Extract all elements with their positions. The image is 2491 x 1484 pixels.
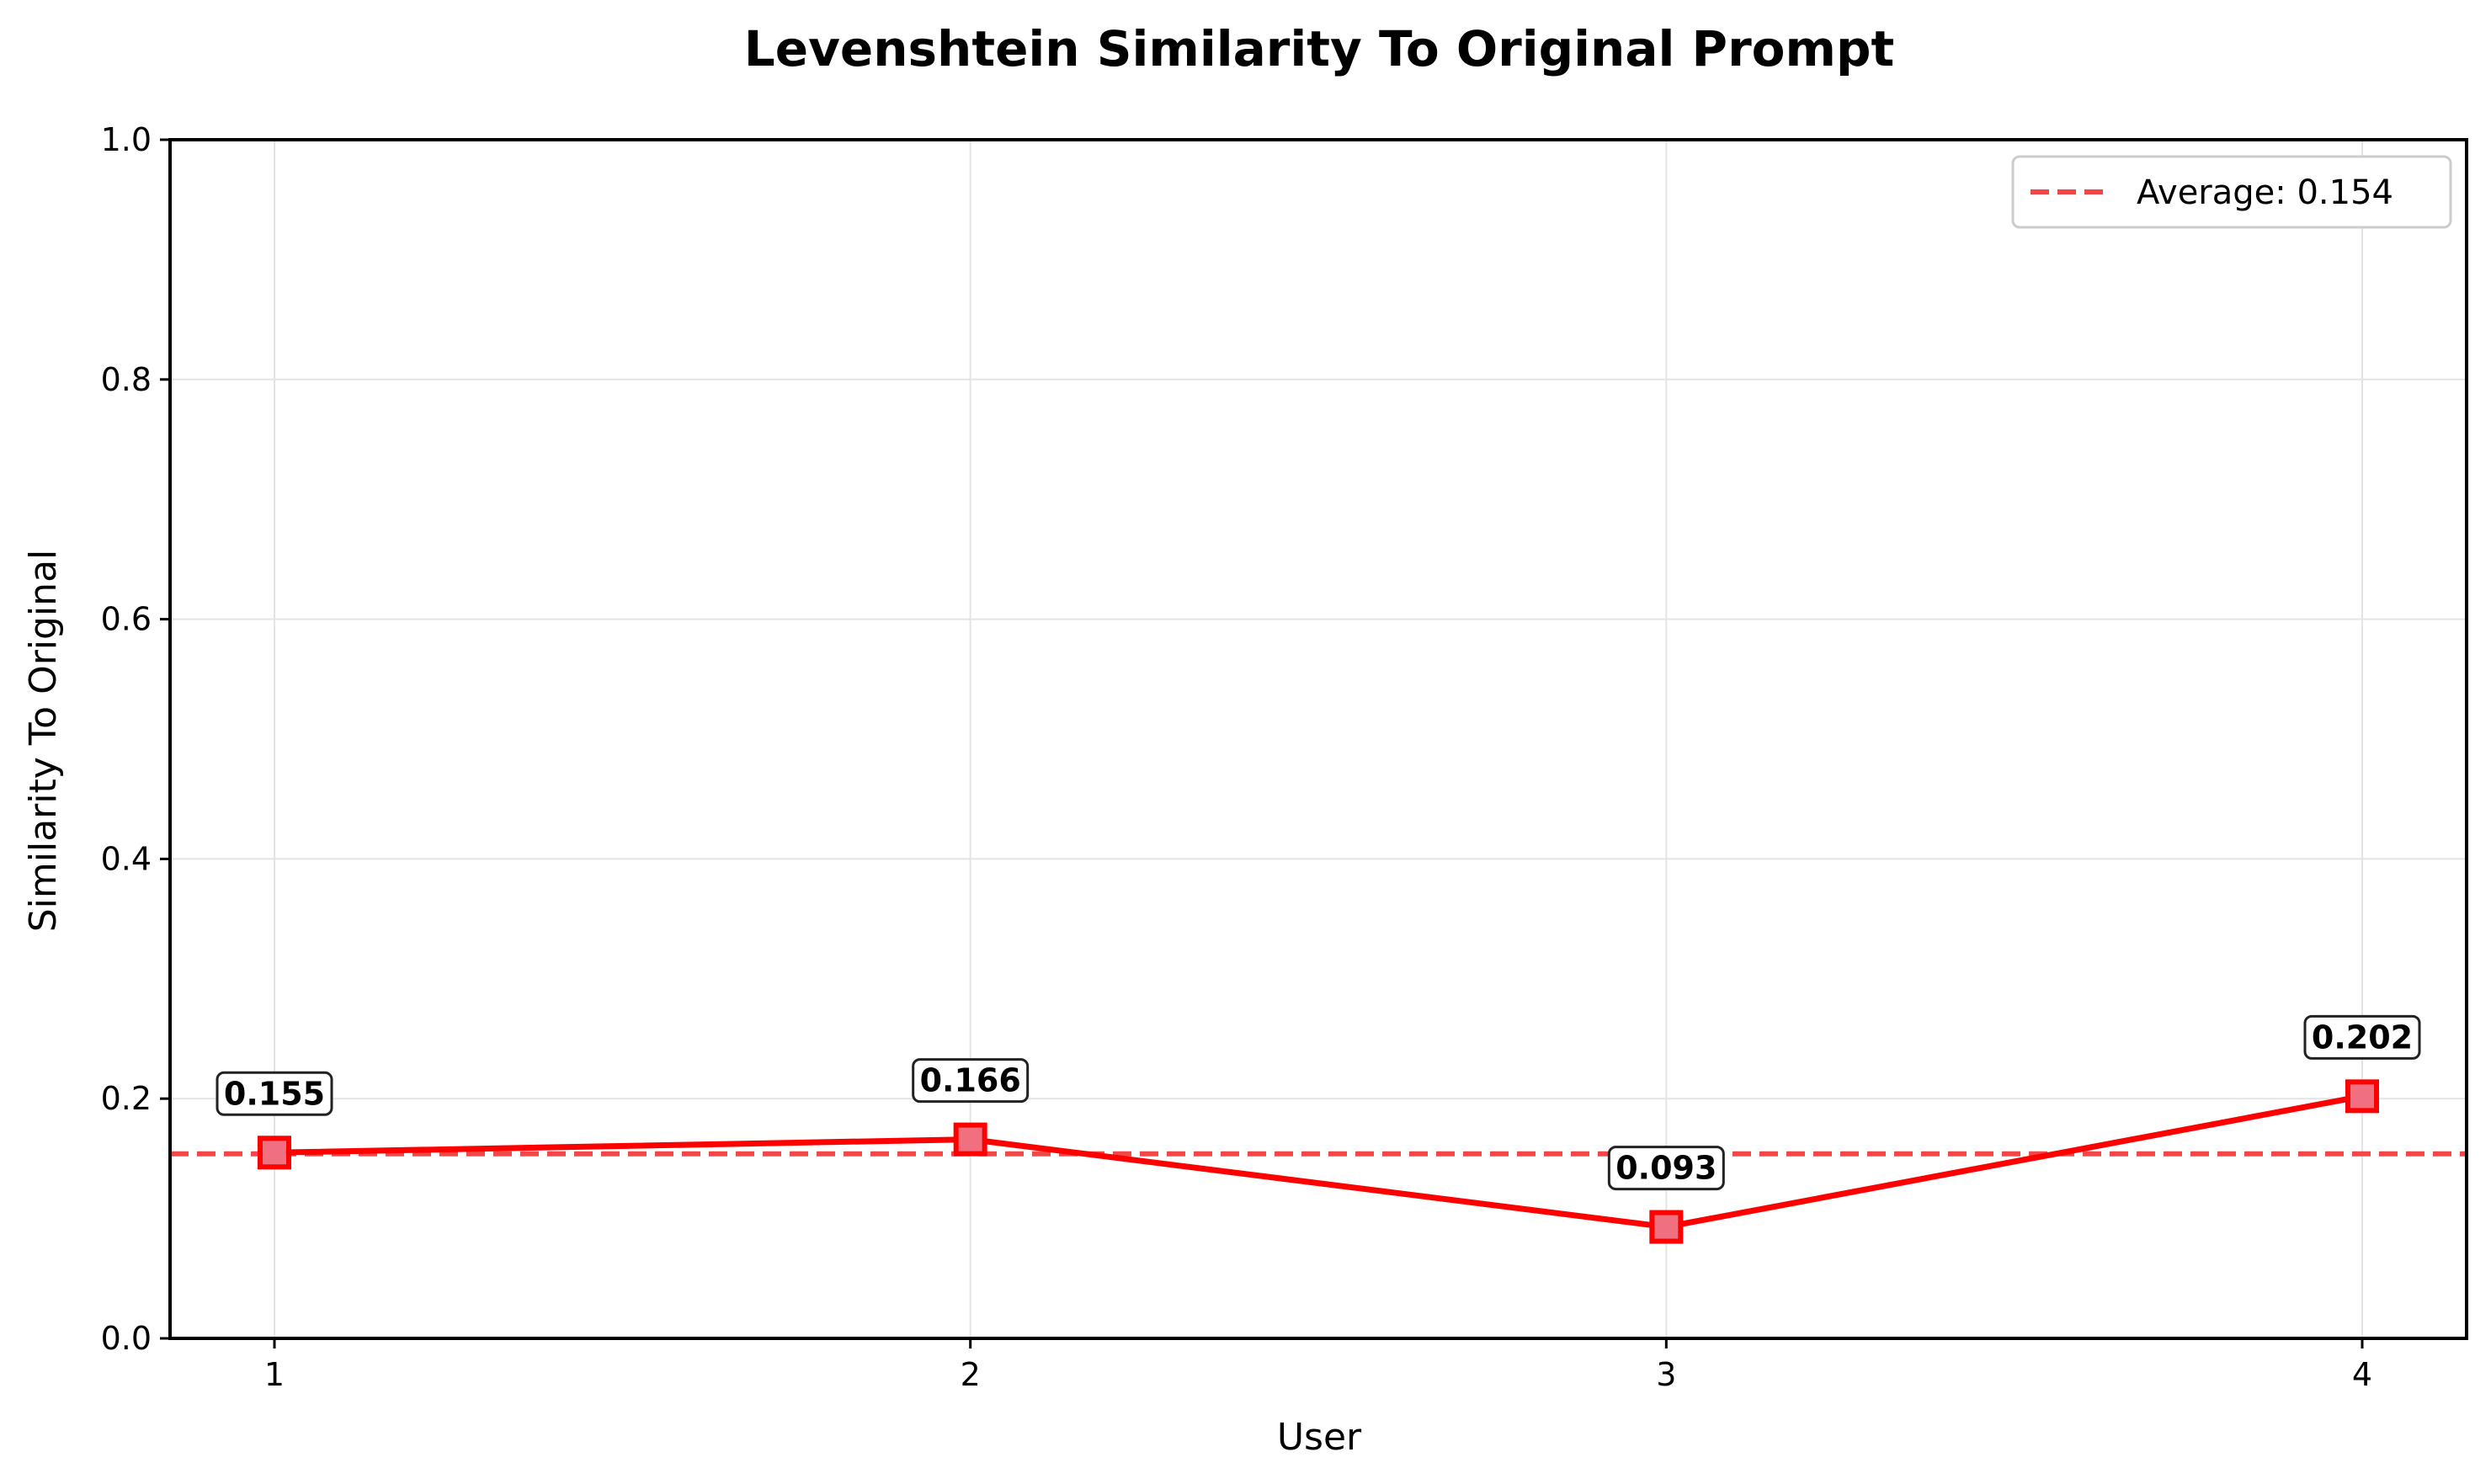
axes: 0.0 0.2 0.4 0.6 0.8 1.0 1 2 3 4: [101, 121, 2468, 1393]
y-tick-label: 0.0: [101, 1320, 152, 1357]
data-point-marker: [2345, 1079, 2379, 1114]
x-axis-label: User: [1277, 1416, 1362, 1459]
y-tick-label: 0.6: [101, 601, 152, 638]
data-label-box: [1607, 1146, 1725, 1191]
y-tick-label: 1.0: [101, 121, 152, 158]
data-label: 0.166: [920, 1062, 1021, 1099]
series-polyline: [274, 1093, 2363, 1231]
x-tick-label: 1: [264, 1356, 285, 1393]
data-point-marker: [258, 1136, 291, 1170]
data-label: 0.093: [1615, 1150, 1717, 1187]
legend: Average: 0.154: [2011, 155, 2452, 229]
y-tick-label: 0.8: [101, 361, 152, 398]
series-line: 0.155 0.166 0.093 0.202: [216, 1014, 2421, 1244]
y-tick-label: 0.2: [101, 1080, 152, 1117]
y-axis-label: Similarity To Original: [22, 550, 65, 933]
data-label-box: [912, 1058, 1030, 1104]
data-label: 0.155: [224, 1075, 325, 1112]
plot-frame: [168, 138, 2468, 1340]
y-tick-label: 0.4: [101, 840, 152, 877]
data-point-marker: [953, 1122, 987, 1157]
x-tick-label: 4: [2352, 1356, 2372, 1393]
legend-box: [2011, 155, 2452, 229]
data-point-marker: [1649, 1210, 1684, 1244]
legend-average-label: Average: 0.154: [2137, 173, 2393, 212]
x-tick-label: 3: [1656, 1356, 1676, 1393]
x-tick-label: 2: [961, 1356, 981, 1393]
chart-title: Levenshtein Similarity To Original Promp…: [744, 20, 1894, 77]
data-label-box: [2303, 1014, 2421, 1060]
data-label-box: [216, 1071, 333, 1116]
data-label: 0.202: [2312, 1019, 2413, 1056]
